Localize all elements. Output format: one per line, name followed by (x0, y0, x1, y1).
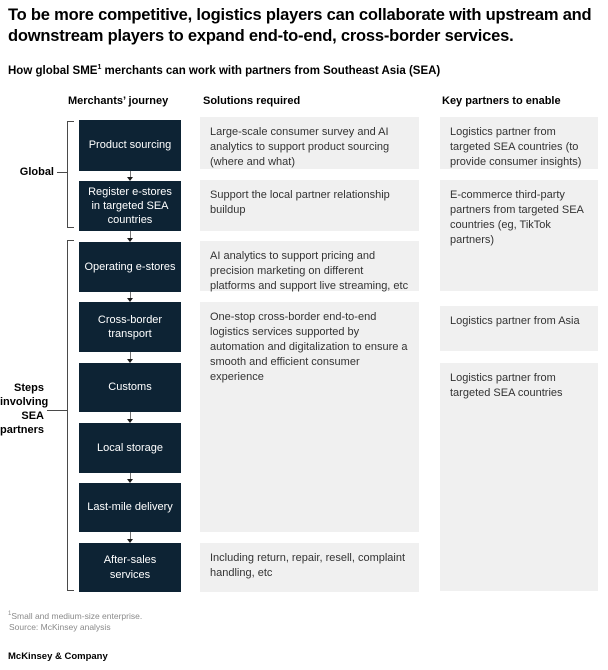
solution-box-register-e-stores: Support the local partner relationship b… (200, 180, 419, 231)
column-header-solutions-required: Solutions required (203, 95, 301, 107)
subtitle-superscript: 1 (97, 64, 102, 71)
journey-step-last-mile-delivery: Last-mile delivery (79, 483, 181, 532)
subtitle-text-continued: merchants can work with partners from So… (101, 64, 441, 77)
arrow-line (129, 473, 131, 479)
arrow-line (129, 292, 131, 298)
group-label-global: Global (19, 166, 54, 178)
flow-arrow-icon (126, 171, 134, 181)
exhibit-title: To be more competitive, logistics player… (8, 6, 592, 45)
global-label-connector (57, 172, 67, 173)
arrow-head (127, 539, 133, 543)
arrow-head (127, 298, 133, 302)
solution-box-product-sourcing: Large-scale consumer survey and AI analy… (200, 117, 419, 169)
flow-arrow-icon (126, 292, 134, 302)
sea-label-connector (47, 410, 67, 411)
partner-box-logistics-sea: Logistics partner from targeted SEA coun… (440, 363, 598, 591)
solution-box-after-sales: Including return, repair, resell, compla… (200, 543, 419, 592)
partner-box-ecommerce-third-party: E-commerce third-party partners from tar… (440, 180, 598, 291)
footnote-superscript: 1 (8, 611, 12, 617)
flow-arrow-icon (126, 352, 134, 363)
partner-box-logistics-asia: Logistics partner from Asia (440, 306, 598, 351)
flow-arrow-icon (126, 532, 134, 543)
arrow-line (129, 352, 131, 359)
group-label-sea-steps: Steps involving SEA partners (0, 382, 49, 436)
footnote-block: 1Small and medium-size enterprise. Sourc… (8, 609, 142, 633)
arrow-line (129, 532, 131, 539)
column-header-key-partners: Key partners to enable (442, 95, 561, 107)
flow-arrow-icon (126, 231, 134, 242)
mckinsey-wordmark: McKinsey & Company (8, 651, 108, 662)
source-line: Source: McKinsey analysis (9, 621, 111, 632)
solution-box-operating-e-stores: AI analytics to support pricing and prec… (200, 241, 419, 292)
subtitle-text: How global SME (8, 64, 98, 77)
arrow-line (129, 231, 131, 238)
sea-group-bracket (67, 240, 74, 591)
journey-step-cross-border-transport: Cross-border transport (79, 302, 181, 352)
journey-step-after-sales-services: After-sales services (79, 543, 181, 592)
exhibit-subtitle: How global SME1 merchants can work with … (8, 64, 568, 77)
arrow-head (127, 238, 133, 242)
journey-step-local-storage: Local storage (79, 423, 181, 473)
footnote-line: 1Small and medium-size enterprise. (8, 609, 142, 622)
arrow-head (127, 177, 133, 181)
arrow-line (129, 171, 131, 177)
journey-step-register-e-stores: Register e-stores in targeted SEA countr… (79, 181, 181, 231)
flow-arrow-icon (126, 412, 134, 423)
journey-step-operating-e-stores: Operating e-stores (79, 242, 181, 292)
partner-box-consumer-insights: Logistics partner from targeted SEA coun… (440, 117, 598, 169)
arrow-head (127, 479, 133, 483)
arrow-head (127, 359, 133, 363)
global-group-bracket (67, 121, 74, 228)
solution-box-logistics: One-stop cross-border end-to-end logisti… (200, 302, 419, 532)
journey-step-product-sourcing: Product sourcing (79, 120, 181, 171)
arrow-head (127, 419, 133, 423)
footnote-text: Small and medium-size enterprise. (11, 610, 143, 621)
arrow-line (129, 412, 131, 419)
journey-step-customs: Customs (79, 363, 181, 412)
column-header-merchants-journey: Merchants’ journey (68, 95, 169, 107)
flow-arrow-icon (126, 473, 134, 483)
